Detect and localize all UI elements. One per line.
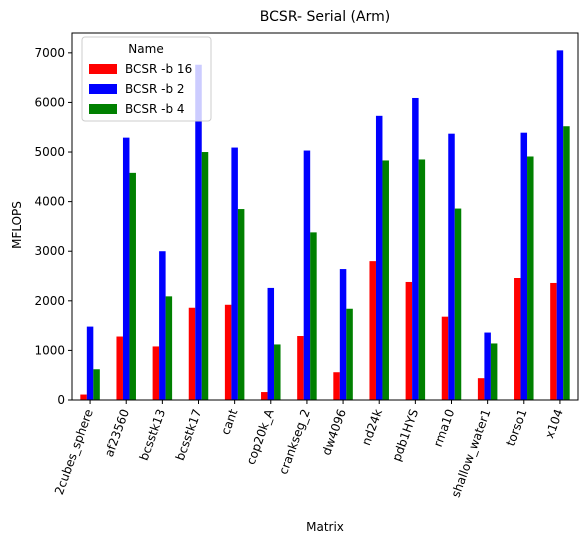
x-tick-label: 2cubes_sphere [52,407,96,496]
x-tick-label: bcsstk13 [137,407,169,462]
bar-2-bcsstk13 [159,251,166,400]
x-tick-label: rma10 [431,407,458,448]
x-tick-label: bcsstk17 [173,407,205,462]
bar-2-cant [231,147,238,400]
bar-3-rma10 [454,208,462,400]
bar-2-torso1 [520,132,528,400]
legend: Name BCSR -b 16 BCSR -b 2 BCSR -b 4 [81,36,212,122]
bar-2-shallow_water1 [484,332,491,400]
x-tick-label: crankseg_2 [276,407,313,476]
x-tick-label: cant [218,407,240,437]
bar-1-bcsstk17 [188,307,196,400]
y-tick-label: 3000 [34,244,65,258]
bar-2-2cubes_sphere [86,326,94,400]
x-tick-label: dw4096 [319,407,349,457]
bar-2-dw4096 [339,269,347,400]
bar-1-rma10 [441,316,449,400]
bar-3-2cubes_sphere [93,369,100,400]
bar-2-x104 [556,50,564,401]
bar-3-pdb1HYS [418,159,426,400]
bar-3-bcsstk13 [165,296,173,400]
bar-2-rma10 [448,133,455,400]
bar-1-x104 [550,282,557,400]
bar-2-pdb1HYS [412,97,419,400]
bar-3-torso1 [527,156,534,400]
x-tick-label: af23560 [102,407,132,459]
bar-3-bcsstk17 [201,152,209,400]
bar-2-af23560 [122,137,130,400]
x-tick-label: torso1 [503,407,529,448]
x-axis-label: Matrix [306,520,344,534]
x-tick-label: shallow_water1 [449,407,494,499]
y-axis-label: MFLOPS [10,201,24,249]
bar-1-2cubes_sphere [80,394,87,400]
x-tick-label: nd24k [359,407,385,447]
bar-3-dw4096 [346,308,353,400]
x-tick-label: cop20k_A [244,406,277,466]
bar-3-cant [237,209,245,400]
legend-swatch [89,64,117,74]
y-tick-label: 7000 [34,46,65,60]
bar-1-torso1 [514,278,521,400]
y-tick-label: 1000 [34,343,65,357]
bar-2-crankseg_2 [303,150,311,400]
bar-1-pdb1HYS [405,281,413,400]
y-tick-label: 4000 [34,195,65,209]
legend-label: BCSR -b 16 [125,62,192,76]
bar-1-shallow_water1 [477,378,485,400]
x-tick-label: x104 [542,407,565,440]
bar-2-bcsstk17 [195,64,202,401]
bar-3-shallow_water1 [490,343,498,400]
legend-swatch [89,84,117,94]
axes-frame [71,32,579,401]
y-tick-label: 5000 [34,145,65,159]
bar-1-cop20k_A [261,392,268,400]
y-tick-label: 6000 [34,95,65,109]
legend-swatch [89,104,117,114]
chart-title: BCSR- Serial (Arm) [260,9,390,25]
legend-title: Name [128,42,163,56]
bar-1-dw4096 [333,372,340,400]
x-tick-label: pdb1HYS [389,407,421,463]
bar-3-nd24k [382,160,389,400]
bar-3-x104 [563,126,570,401]
bar-3-cop20k_A [274,344,281,400]
y-tick-label: 2000 [34,294,65,308]
y-tick-label: 0 [57,393,65,407]
bar-1-cant [224,304,232,400]
bar-2-nd24k [375,115,383,400]
bar-1-bcsstk13 [152,346,160,400]
legend-frame [81,36,212,122]
bar-1-crankseg_2 [297,336,304,400]
bar-1-af23560 [116,336,123,400]
bar-1-nd24k [369,261,376,400]
bar-3-af23560 [129,172,136,400]
bar-2-cop20k_A [267,287,275,400]
legend-label: BCSR -b 4 [125,102,185,116]
legend-label: BCSR -b 2 [125,82,185,96]
bar-3-crankseg_2 [310,232,317,400]
